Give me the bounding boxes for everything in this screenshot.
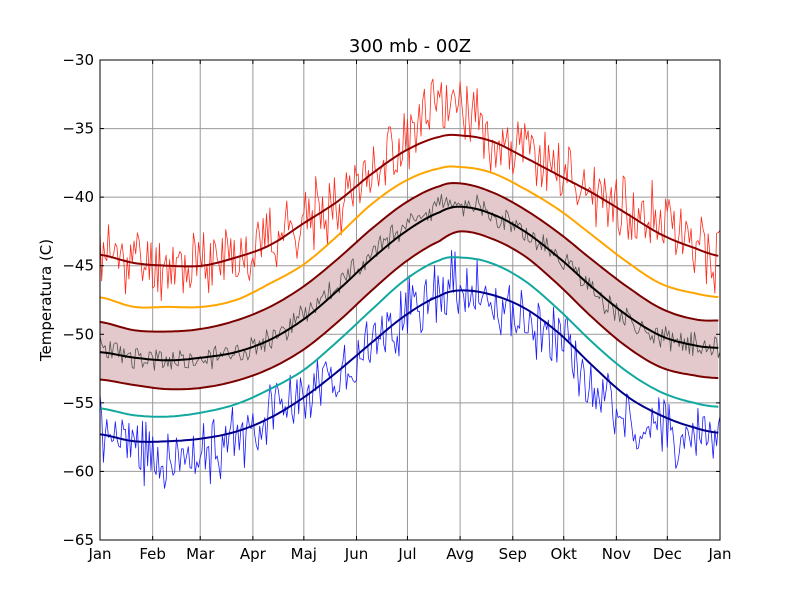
tick-labels: Jan Feb Mar Apr Maj Jun Jul Avg Sep Okt Nov Dec Jan−… <box>62 51 731 563</box>
series-daily-mean <box>100 193 720 371</box>
y-tick-label: −60 <box>62 462 94 480</box>
x-tick-label: Apr <box>240 545 267 563</box>
x-tick-label: Jan <box>87 545 111 563</box>
series-teal <box>100 256 719 418</box>
series-lower-std <box>100 230 719 391</box>
x-tick-label: Dec <box>653 545 682 563</box>
x-tick-label: Nov <box>602 545 631 563</box>
x-tick-label: Avg <box>446 545 474 563</box>
std-band <box>100 183 719 390</box>
y-axis-label: Temperatura (C) <box>37 239 55 362</box>
x-tick-label: Jul <box>397 545 416 563</box>
series-max-line <box>100 133 719 268</box>
series-max-record <box>100 78 720 302</box>
x-tick-label: Sep <box>499 545 527 563</box>
y-tick-label: −45 <box>62 257 94 275</box>
chart-title: 300 mb - 00Z <box>349 36 471 57</box>
x-tick-label: Okt <box>551 545 577 563</box>
x-tick-label: Feb <box>139 545 166 563</box>
axes-frame <box>99 59 721 541</box>
series-upper-std <box>100 182 719 333</box>
y-tick-label: −30 <box>62 51 94 69</box>
series-mean <box>100 205 719 362</box>
y-tick-label: −50 <box>62 325 94 343</box>
series-orange <box>100 165 719 309</box>
y-tick-label: −35 <box>62 120 94 138</box>
x-tick-label: Maj <box>291 545 317 563</box>
series-min-record <box>100 249 720 489</box>
x-tick-label: Jan <box>707 545 731 563</box>
x-tick-label: Mar <box>186 545 215 563</box>
x-tick-label: Jun <box>344 545 368 563</box>
plot-area: Jan Feb Mar Apr Maj Jun Jul Avg Sep Okt Nov Dec Jan−… <box>62 51 731 563</box>
y-tick-label: −40 <box>62 188 94 206</box>
series-min-line <box>100 289 719 443</box>
y-tick-label: −55 <box>62 394 94 412</box>
y-tick-label: −65 <box>62 531 94 549</box>
